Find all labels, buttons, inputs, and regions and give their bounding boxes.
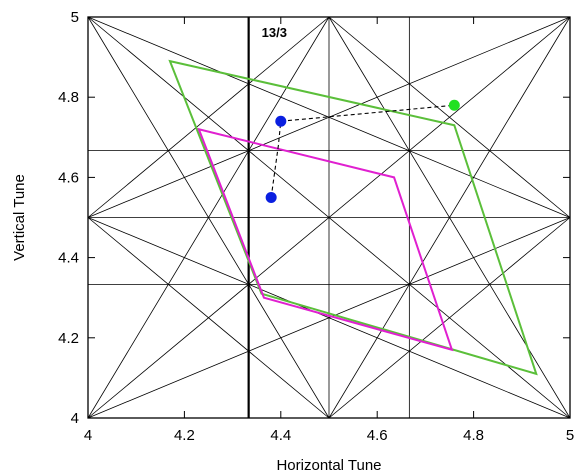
resonance-lines	[87, 16, 571, 419]
working-point-marker	[275, 115, 287, 127]
y-axis-label: Vertical Tune	[11, 174, 28, 261]
series-layer	[168, 59, 538, 376]
x-tick-label: 5	[566, 427, 574, 444]
resonance-line	[87, 16, 330, 218]
y-tick-label: 5	[71, 9, 79, 26]
axis-ticks: 4 4.2 4.4 4.6 4.8 5 4 4.2 4.4 4.6 4.8 5	[58, 9, 574, 444]
x-tick-label: 4.6	[367, 427, 388, 444]
x-tick-label: 4.8	[463, 427, 484, 444]
tune-footprint-polygon	[197, 127, 454, 352]
y-tick-label: 4.8	[58, 89, 79, 106]
working-point-marker	[265, 191, 277, 203]
resonance-line	[328, 16, 571, 218]
y-tick-label: 4.4	[58, 250, 79, 267]
tune-footprint-polygon	[168, 59, 538, 376]
y-tick-label: 4.6	[58, 169, 79, 186]
plot-frame	[87, 16, 571, 419]
resonance-line	[328, 217, 571, 419]
resonance-line	[87, 217, 330, 419]
working-point-path	[270, 104, 455, 198]
x-axis-label: Horizontal Tune	[276, 457, 381, 474]
y-tick-label: 4.2	[58, 330, 79, 347]
x-tick-label: 4.2	[174, 427, 195, 444]
x-tick-label: 4	[84, 427, 92, 444]
annotation-label: 13/3	[262, 25, 287, 40]
x-tick-label: 4.4	[270, 427, 291, 444]
y-tick-label: 4	[71, 410, 79, 427]
working-point-marker	[448, 99, 460, 111]
